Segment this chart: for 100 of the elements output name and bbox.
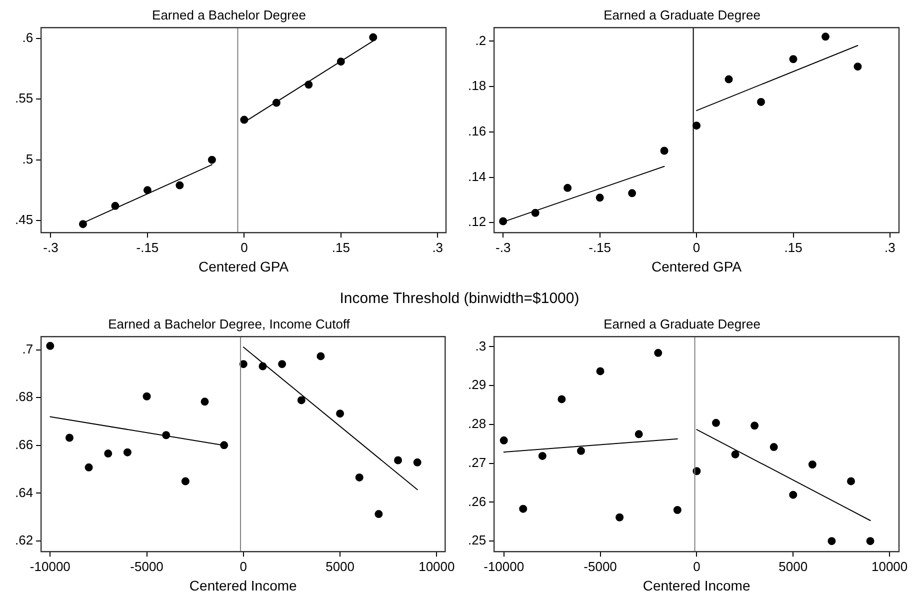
x-tick-label: .15 — [332, 240, 350, 255]
point — [854, 62, 862, 71]
point — [519, 504, 528, 513]
point — [111, 202, 120, 210]
point — [731, 450, 740, 458]
point — [355, 473, 364, 482]
x-axis-title: Centered Income — [189, 577, 298, 594]
point — [531, 208, 540, 217]
point — [413, 458, 422, 466]
y-tick-label: .66 — [14, 436, 34, 452]
point — [789, 55, 798, 64]
y-tick-label: .5 — [22, 151, 34, 166]
point — [654, 348, 662, 357]
point — [84, 463, 93, 472]
x-tick-label: 10000 — [418, 558, 455, 574]
x-tick-label: .3 — [884, 240, 896, 255]
point — [272, 98, 280, 107]
x-tick-label: 0 — [693, 558, 700, 574]
y-tick-label: .3 — [475, 338, 486, 354]
point — [123, 448, 132, 456]
y-tick-label: .26 — [468, 494, 486, 509]
x-tick-label: -5000 — [584, 558, 617, 574]
chart-title: Earned a Graduate Degree — [604, 316, 760, 332]
point — [828, 537, 836, 546]
point — [558, 395, 566, 404]
point — [596, 194, 604, 202]
y-tick-label: .62 — [14, 532, 34, 548]
point — [374, 510, 383, 518]
x-tick-label: 0 — [240, 240, 248, 255]
point — [394, 456, 402, 464]
point — [304, 80, 313, 89]
point — [564, 184, 572, 192]
point — [240, 116, 248, 124]
point — [628, 189, 636, 198]
y-tick-label: .2 — [475, 32, 486, 48]
text: Income Threshold (binwidth=$1000) — [338, 289, 580, 309]
point — [808, 460, 816, 469]
x-axis-title: Centered Income — [642, 577, 750, 594]
x-tick-label: 5000 — [778, 558, 808, 574]
point — [789, 490, 798, 499]
point — [336, 58, 345, 66]
x-tick-label: 0 — [240, 558, 248, 574]
y-tick-label: .14 — [468, 168, 486, 184]
point — [258, 362, 267, 370]
x-tick-label: 10000 — [871, 558, 908, 574]
point — [846, 477, 855, 486]
y-tick-label: .16 — [468, 123, 486, 138]
point — [500, 436, 508, 444]
y-tick-label: .25 — [468, 532, 486, 548]
point — [78, 220, 87, 228]
point — [757, 98, 766, 106]
y-tick-label: .64 — [14, 484, 34, 500]
point — [692, 122, 701, 130]
point — [46, 342, 54, 350]
x-tick-label: -10000 — [30, 558, 70, 574]
point — [866, 537, 874, 546]
point — [316, 352, 325, 360]
point — [770, 443, 778, 452]
point — [200, 398, 209, 406]
x-tick-label: .3 — [432, 240, 444, 255]
x-tick-label: -5000 — [130, 558, 164, 574]
x-axis-title: Centered GPA — [652, 258, 742, 274]
point — [499, 217, 508, 226]
y-tick-label: .18 — [468, 78, 486, 94]
point — [143, 186, 152, 194]
point — [660, 146, 668, 155]
point — [576, 446, 585, 455]
point — [821, 32, 830, 41]
y-tick-label: .27 — [468, 454, 486, 470]
point — [297, 396, 306, 404]
y-tick-label: .68 — [14, 389, 34, 404]
point — [104, 450, 112, 458]
point — [65, 434, 74, 442]
x-tick-label: 5000 — [326, 558, 355, 574]
point — [538, 452, 546, 460]
y-tick-label: .12 — [468, 214, 486, 230]
y-tick-label: .45 — [14, 212, 34, 228]
x-tick-label: 0 — [692, 240, 700, 255]
y-tick-label: .29 — [468, 377, 486, 392]
y-tick-label: .7 — [22, 341, 34, 356]
x-axis-title: Centered GPA — [198, 258, 290, 274]
chart-title: Earned a Bachelor Degree — [152, 7, 306, 22]
y-tick-label: .28 — [468, 416, 486, 432]
point — [634, 430, 643, 438]
point — [724, 75, 733, 84]
x-tick-label: .15 — [784, 240, 802, 255]
point — [142, 392, 151, 400]
point — [176, 181, 184, 190]
chart-title: Earned a Graduate Degree — [604, 7, 760, 22]
point — [750, 422, 759, 430]
x-tick-label: -10000 — [484, 558, 524, 574]
chart-title: Earned a Bachelor Degree, Income Cutoff — [108, 316, 350, 332]
x-tick-label: -.15 — [136, 240, 159, 255]
x-tick-label: -.15 — [588, 240, 612, 255]
point — [616, 513, 624, 522]
y-tick-label: .55 — [14, 90, 34, 106]
point — [712, 418, 720, 427]
point — [208, 156, 216, 164]
point — [336, 410, 344, 418]
point — [596, 367, 604, 376]
